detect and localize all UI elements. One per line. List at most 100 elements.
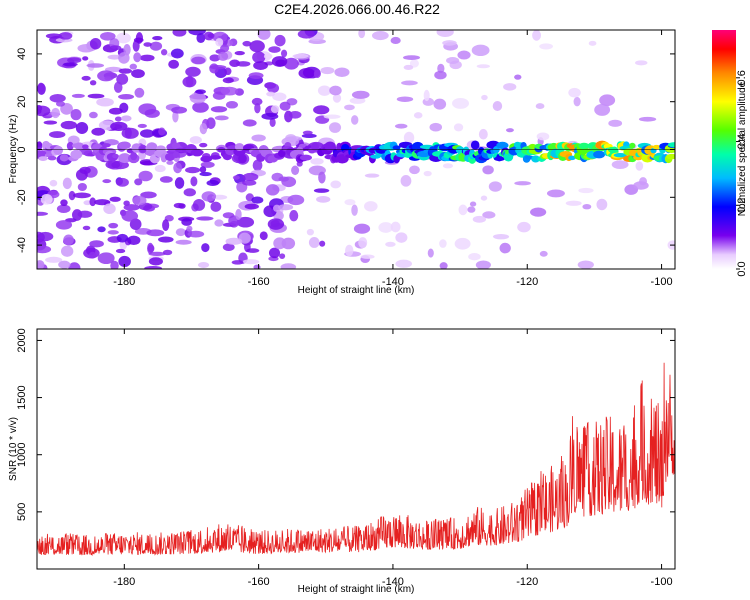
heatmap-cell [232, 175, 240, 180]
heatmap-cell [401, 80, 418, 86]
heatmap-cell [58, 32, 73, 40]
heatmap-cell [334, 67, 350, 77]
heatmap-cell [539, 43, 553, 50]
heatmap-cell [345, 244, 354, 257]
heatmap-cell [506, 128, 514, 133]
heatmap-cell [91, 127, 106, 136]
heatmap-cell [97, 70, 115, 82]
heatmap-cell [133, 52, 142, 63]
heatmap-cell [109, 45, 122, 51]
heatmap-cell [400, 174, 412, 187]
heatmap-cell [109, 196, 121, 202]
heatmap-cell [285, 136, 303, 142]
heatmap-cell [242, 259, 260, 265]
heatmap-cell [171, 106, 188, 114]
heatmap-cell [43, 120, 58, 125]
heatmap-cell [403, 64, 414, 70]
heatmap-cell [60, 199, 68, 207]
heatmap-cell [149, 41, 163, 51]
heatmap-cell [301, 133, 317, 139]
heatmap-band-cell [118, 153, 132, 164]
heatmap-cell [100, 32, 116, 41]
colorbar: 0.0 0.2 0.4 0.6 Normalized spectral amplitu… [712, 30, 748, 277]
heatmap-cell [217, 51, 229, 61]
heatmap-cell [403, 55, 421, 61]
heatmap-cell [409, 59, 419, 68]
heatmap-cell [271, 56, 288, 67]
heatmap-band-cell [652, 144, 661, 150]
heatmap-cell [220, 44, 230, 53]
heatmap-cell [480, 195, 488, 201]
heatmap-cell [199, 172, 212, 177]
heatmap-cell [395, 232, 408, 243]
heatmap-cell [274, 34, 286, 47]
heatmap-cell [467, 206, 476, 213]
heatmap-cell [297, 30, 315, 39]
heatmap-cell [173, 202, 185, 209]
heatmap-cell [364, 201, 378, 212]
heatmap-cell [132, 195, 147, 206]
heatmap-band-cell [199, 142, 208, 148]
heatmap-cell [222, 243, 235, 251]
heatmap-cell [77, 210, 93, 218]
heatmap-cell [201, 191, 217, 202]
heatmap-cell [457, 50, 471, 60]
heatmap-cell [58, 260, 71, 269]
heatmap-cell [259, 231, 268, 241]
colorbar-tick-label: 0.2 [736, 198, 748, 213]
heatmap-cell [413, 112, 423, 119]
heatmap-cell [195, 89, 206, 95]
snr-x-tick-label: -160 [248, 576, 270, 588]
heatmap-cell [110, 121, 128, 132]
heatmap-cell [210, 201, 222, 212]
heatmap-cell [139, 159, 154, 166]
heatmap-cell [319, 240, 326, 247]
heatmap-cell [313, 69, 321, 79]
heatmap-cell [107, 230, 119, 235]
heatmap-cell [139, 54, 155, 62]
heatmap-cell [72, 192, 91, 199]
heatmap-cell [273, 204, 281, 212]
heatmap-cell [254, 103, 261, 114]
heatmap-cell [279, 253, 286, 259]
heatmap-cell [291, 165, 300, 176]
heatmap-cell [442, 40, 457, 46]
heatmap-cell [349, 97, 366, 104]
heatmap-cell [635, 161, 644, 171]
snr-y-tick-label: 500 [16, 503, 28, 521]
heatmap-band-cell [165, 153, 175, 161]
heatmap-cell [119, 102, 129, 113]
heatmap-cell [313, 188, 330, 193]
heatmap-band-cell [296, 146, 304, 155]
snr-x-ticks: -180 -160 -140 -120 -100 [113, 329, 673, 588]
heatmap-band-cell [568, 155, 576, 161]
heatmap-cell [118, 255, 131, 268]
heatmap-cell [81, 75, 91, 81]
heatmap-cell [146, 229, 165, 237]
heatmap-cell [252, 159, 263, 172]
heatmap-cell [439, 262, 448, 269]
heatmap-cell [231, 260, 244, 265]
heatmap-cell [37, 245, 52, 254]
heatmap-band-cell [172, 151, 180, 159]
heatmap-cell [287, 194, 305, 206]
heatmap-cell [385, 241, 396, 247]
colorbar-tick-label: 0.0 [736, 261, 748, 276]
snr-series [37, 362, 675, 557]
heatmap-cell [172, 30, 187, 37]
heatmap-cell [89, 197, 96, 207]
heatmap-cell [278, 204, 294, 211]
heatmap-cell [70, 108, 82, 121]
heatmap-cell [251, 97, 263, 106]
heatmap-cell [266, 91, 276, 97]
heatmap-cell [200, 161, 215, 168]
heatmap-cell [442, 163, 454, 169]
heatmap-cell [394, 123, 408, 129]
heatmap-cell [308, 236, 320, 248]
heatmap-cell [514, 74, 522, 80]
spectrogram-y-tick-label: 0 [16, 146, 28, 152]
heatmap-cell [235, 61, 251, 67]
heatmap-cell [148, 251, 166, 257]
heatmap-cell [532, 30, 541, 41]
